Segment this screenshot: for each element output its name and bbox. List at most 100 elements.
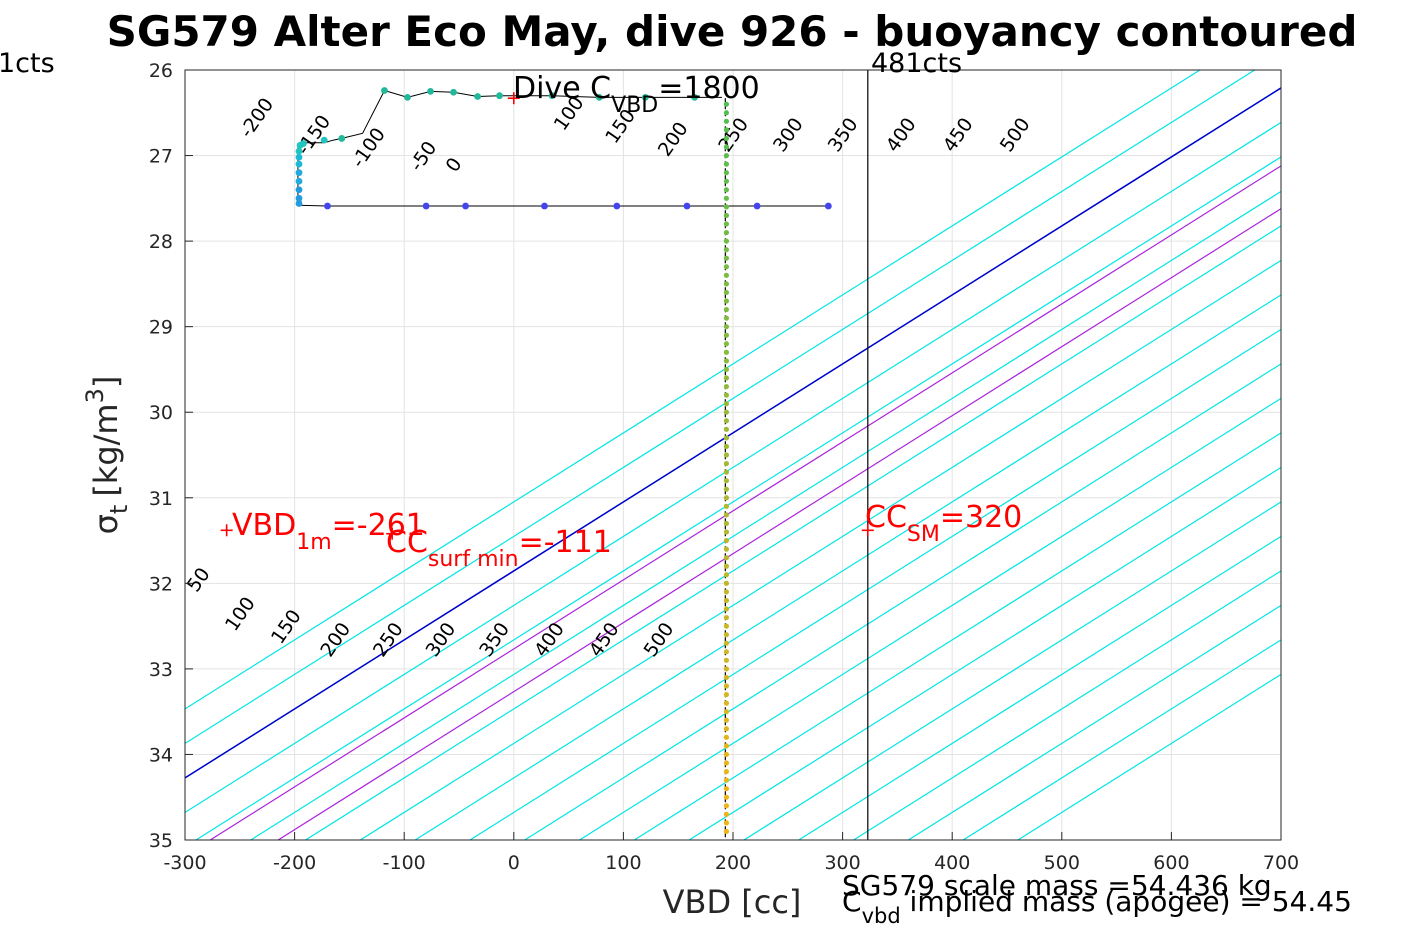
buoyancy-contour <box>305 225 1281 840</box>
chart-title: SG579 Alter Eco May, dive 926 - buoyancy… <box>107 7 1358 56</box>
cc-surf-min-sub: surf min <box>428 547 519 572</box>
depth-point <box>723 452 730 458</box>
depth-point <box>723 101 730 107</box>
depth-point <box>723 409 730 415</box>
depth-point <box>723 478 730 484</box>
depth-point <box>723 751 730 758</box>
depth-point <box>723 580 730 586</box>
x-axis-label: VBD [cc] <box>663 883 802 921</box>
upper-track-point <box>381 87 388 94</box>
depth-point <box>723 674 730 681</box>
vbd-1m-annotation: VBD1m=-261 <box>232 508 425 555</box>
lower-track-point <box>753 202 761 210</box>
y-axis-label-unit: [kg/m <box>87 403 125 496</box>
upper-track-point <box>338 135 346 142</box>
depth-point <box>723 469 730 475</box>
lower-track-point <box>541 202 548 210</box>
lower-track-point <box>824 202 832 210</box>
y-axis-label-main: σ <box>87 514 125 534</box>
x-tick-label: 400 <box>934 852 970 874</box>
depth-point <box>723 443 730 450</box>
upper-track-point <box>641 93 649 101</box>
upper-track-point <box>404 93 411 101</box>
depth-point <box>723 683 730 689</box>
svg-text:σt[kg/m3]: σt [kg/m3] <box>81 376 133 535</box>
cc-sm-annotation: CCSM=320 <box>865 500 1022 547</box>
buoyancy-contour <box>688 466 1281 840</box>
y-axis-label-close: ] <box>87 376 125 388</box>
depth-point <box>723 760 730 766</box>
lower-track-point <box>462 202 469 210</box>
upper-track-point <box>595 93 603 101</box>
depth-point <box>723 803 730 809</box>
cc-sm-value: =320 <box>940 500 1022 535</box>
axis-ticks: -300 -200 -100 0 100 200 300 400 500 600 700 26 27 28… <box>149 60 1299 874</box>
lower-track-point <box>683 202 691 210</box>
depth-point <box>723 221 730 227</box>
upper-track-point <box>295 200 303 207</box>
cc-surf-min-main: CC <box>386 525 428 560</box>
depth-point <box>723 828 730 835</box>
y-tick-label: 30 <box>149 402 173 424</box>
depth-point <box>723 717 730 723</box>
upper-track-point <box>320 136 328 144</box>
y-tick-label: 33 <box>149 659 173 681</box>
depth-point <box>723 110 730 116</box>
upper-track-point <box>295 169 303 177</box>
cc-sm-main: CC <box>865 500 907 535</box>
lower-track-point <box>324 202 331 210</box>
depth-point <box>723 324 730 330</box>
y-axis-label-sub: t <box>105 505 133 514</box>
upper-track-point <box>295 194 303 202</box>
vbd-1m-value: =-261 <box>332 508 425 543</box>
depth-point <box>723 306 730 313</box>
depth-point <box>723 503 730 509</box>
buoyancy-contour <box>414 294 1281 840</box>
x-tick-label: 500 <box>1044 852 1080 874</box>
cvbd-sub: vbd <box>862 904 901 928</box>
depth-point <box>723 486 730 492</box>
depth-point <box>723 768 730 775</box>
depth-point <box>723 614 730 621</box>
depth-point <box>723 161 730 167</box>
depth-point <box>723 255 730 261</box>
y-tick-label: 34 <box>149 744 173 766</box>
depth-point <box>723 794 730 800</box>
y-axis-label-sup: 3 <box>81 388 109 403</box>
depth-point <box>723 118 730 124</box>
depth-point <box>723 281 730 287</box>
purple-contour <box>209 165 1281 840</box>
depth-point <box>723 144 730 150</box>
depth-point <box>723 401 730 407</box>
upper-track-point <box>691 93 699 101</box>
depth-point <box>723 606 730 612</box>
vbd-1m-main: VBD <box>232 508 296 543</box>
depth-point <box>723 546 730 552</box>
cc-surf-min-value: =-111 <box>519 525 612 560</box>
depth-point <box>723 623 730 629</box>
y-tick-label: 32 <box>149 573 173 595</box>
depth-point <box>723 435 730 441</box>
upper-track-point <box>295 186 303 194</box>
lower-track-point <box>422 202 430 210</box>
depth-point <box>723 811 730 817</box>
depth-point <box>723 529 730 535</box>
depth-point <box>723 709 730 715</box>
depth-point <box>723 726 730 732</box>
depth-point <box>723 212 730 219</box>
dive-cvbd-sub: VBD <box>611 93 658 118</box>
depth-point <box>723 392 730 398</box>
buoyancy-contour <box>250 190 1281 840</box>
depth-point <box>723 229 730 236</box>
depth-point <box>723 178 730 184</box>
upper-track-point <box>295 153 303 161</box>
dive-track-line <box>297 89 722 206</box>
buoyancy-contour <box>1017 673 1281 840</box>
depth-point <box>723 777 730 783</box>
x-tick-label: 700 <box>1263 852 1299 874</box>
cc-sm-sub: SM <box>907 522 940 547</box>
buoyancy-contour <box>798 535 1281 840</box>
cvbd-rest: implied mass (apogee) = 54.45 <box>901 885 1352 918</box>
x-tick-label: 300 <box>824 852 860 874</box>
zero-buoyancy-contour <box>185 87 1281 779</box>
